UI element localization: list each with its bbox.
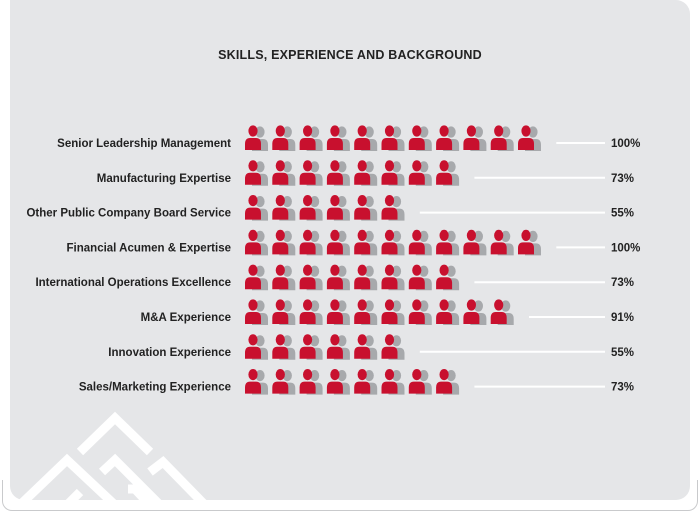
person-icon — [245, 125, 268, 151]
person-icon — [326, 195, 350, 221]
person-icon — [463, 299, 487, 325]
person-icon — [436, 125, 460, 151]
person-icon — [518, 229, 541, 256]
person-icon — [490, 125, 514, 151]
person-icon — [272, 125, 296, 151]
person-icon — [299, 369, 323, 395]
person-icon — [245, 229, 268, 256]
person-icon — [354, 160, 378, 186]
person-icon — [490, 299, 514, 325]
person-icon — [354, 299, 378, 325]
person-icon — [299, 195, 323, 221]
value-label: 55% — [611, 347, 634, 359]
person-icon — [354, 125, 378, 151]
person-icon — [408, 229, 432, 256]
value-label: 91% — [611, 312, 634, 324]
chart-row: Manufacturing Expertise 73% — [97, 160, 634, 186]
value-label: 100% — [611, 138, 640, 150]
person-icon — [381, 264, 405, 291]
person-icon — [354, 195, 378, 221]
category-label: Financial Acumen & Expertise — [67, 242, 231, 254]
category-label: Innovation Experience — [108, 347, 231, 359]
person-icon — [299, 160, 323, 186]
person-icon — [408, 160, 432, 186]
person-icon — [272, 195, 296, 221]
person-icon — [245, 369, 268, 395]
person-icon — [436, 229, 460, 256]
person-icon — [299, 334, 323, 360]
person-icon — [381, 125, 405, 151]
person-icon — [436, 299, 460, 325]
person-icon — [299, 125, 323, 151]
person-icon — [408, 299, 432, 325]
person-icon — [381, 195, 405, 221]
chart-row: M&A Experience 91% — [141, 299, 634, 325]
chart-row: Senior Leadership Management 100% — [57, 125, 640, 151]
category-label: Senior Leadership Management — [57, 138, 231, 150]
value-label: 73% — [611, 277, 634, 289]
person-icon — [408, 125, 432, 151]
category-label: Other Public Company Board Service — [26, 208, 231, 220]
person-icon — [326, 264, 350, 291]
person-icon — [326, 369, 350, 395]
category-label: Manufacturing Expertise — [97, 173, 231, 185]
person-icon — [245, 160, 268, 186]
value-label: 73% — [611, 173, 634, 185]
person-icon — [326, 299, 350, 325]
person-icon — [326, 125, 350, 151]
value-label: 55% — [611, 208, 634, 220]
chart-title: SKILLS, EXPERIENCE AND BACKGROUND — [218, 48, 482, 62]
chart-row: Financial Acumen & Expertise 100% — [67, 229, 640, 256]
person-icon — [272, 229, 296, 256]
panel-frame — [2, 480, 698, 511]
person-icon — [354, 334, 378, 360]
person-icon — [354, 264, 378, 291]
person-icon — [408, 369, 432, 395]
chart-panel — [10, 0, 690, 500]
person-icon — [436, 264, 460, 291]
person-icon — [245, 334, 268, 360]
category-label: Sales/Marketing Experience — [79, 382, 231, 394]
person-icon — [299, 299, 323, 325]
person-icon — [436, 160, 460, 186]
person-icon — [326, 334, 350, 360]
person-icon — [272, 264, 296, 291]
person-icon — [245, 299, 268, 325]
person-icon — [272, 160, 296, 186]
person-icon — [272, 369, 296, 395]
chart-row: Sales/Marketing Experience 73% — [79, 369, 634, 395]
person-icon — [299, 264, 323, 291]
person-icon — [381, 369, 405, 395]
value-label: 100% — [611, 242, 640, 254]
person-icon — [245, 195, 268, 221]
person-icon — [463, 125, 487, 151]
person-icon — [463, 229, 487, 256]
person-icon — [326, 160, 350, 186]
category-label: M&A Experience — [141, 312, 231, 324]
value-label: 73% — [611, 382, 634, 394]
chart-row: International Operations Excellence 73% — [35, 264, 634, 291]
chart-row: Innovation Experience 55% — [108, 334, 634, 360]
person-icon — [436, 369, 460, 395]
person-icon — [326, 229, 350, 256]
person-icon — [408, 264, 432, 291]
category-label: International Operations Excellence — [35, 277, 231, 289]
person-icon — [272, 299, 296, 325]
person-icon — [245, 264, 268, 291]
chart-row: Other Public Company Board Service 55% — [26, 195, 634, 221]
person-icon — [381, 229, 405, 256]
person-icon — [381, 334, 405, 360]
person-icon — [272, 334, 296, 360]
person-icon — [490, 229, 514, 256]
person-icon — [354, 369, 378, 395]
person-icon — [299, 229, 323, 256]
person-icon — [518, 125, 541, 151]
person-icon — [381, 160, 405, 186]
person-icon — [381, 299, 405, 325]
person-icon — [354, 229, 378, 256]
